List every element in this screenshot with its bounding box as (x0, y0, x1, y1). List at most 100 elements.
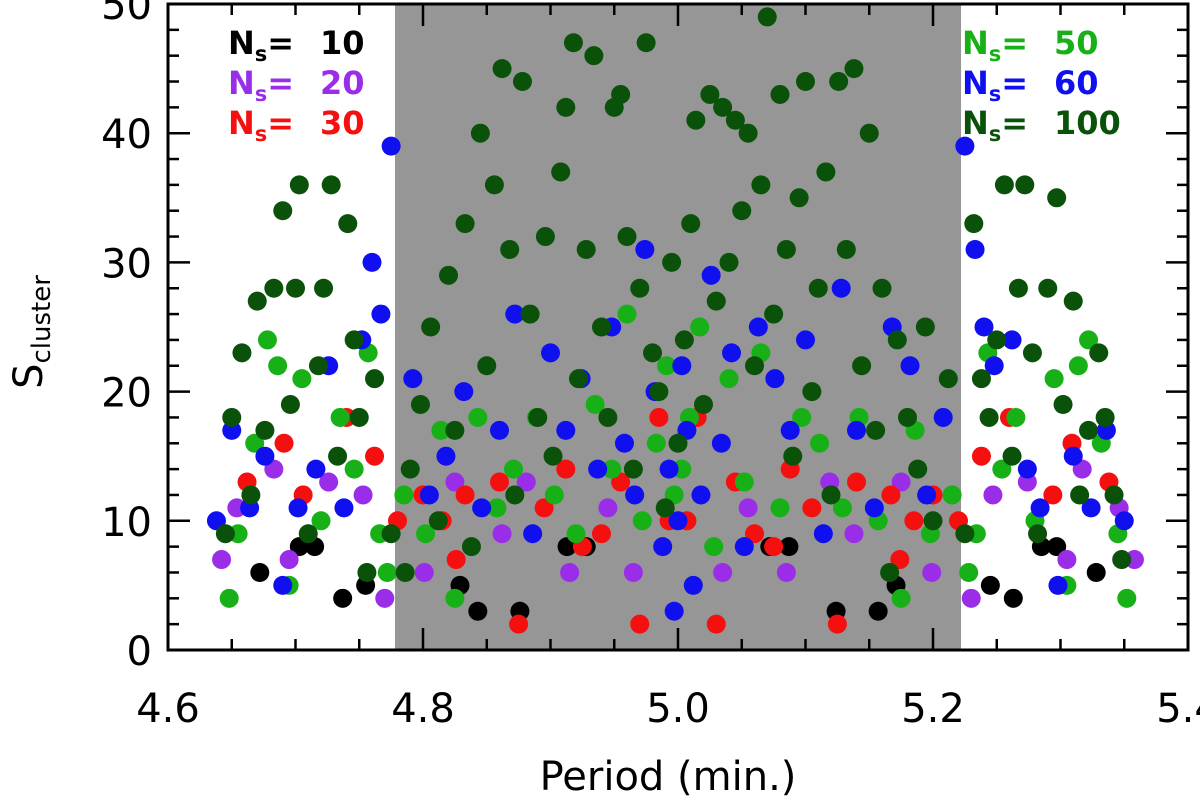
data-point (311, 511, 331, 531)
data-point (653, 537, 673, 557)
data-point (821, 485, 841, 505)
data-point (528, 407, 548, 427)
data-point (477, 356, 497, 376)
x-tick-label: 5.2 (901, 686, 965, 732)
data-point (1057, 550, 1077, 570)
data-point (257, 330, 277, 350)
data-point (827, 614, 847, 634)
data-point (1017, 459, 1037, 479)
data-point (701, 265, 721, 285)
data-point (802, 498, 822, 518)
data-point (563, 33, 583, 53)
data-point (764, 537, 784, 557)
data-point (416, 524, 436, 544)
data-point (1044, 369, 1064, 389)
data-point (232, 343, 252, 363)
data-point (454, 382, 474, 402)
legend-value-ns-20: 20 (320, 64, 365, 102)
data-point (602, 459, 622, 479)
data-point (625, 485, 645, 505)
data-point (780, 420, 800, 440)
data-point (881, 485, 901, 505)
data-point (691, 485, 711, 505)
data-point (274, 433, 294, 453)
data-point (330, 407, 350, 427)
legend-entry-ns-30: Ns= (228, 104, 294, 146)
data-point (706, 614, 726, 634)
data-point (468, 407, 488, 427)
data-point (349, 407, 369, 427)
legend-entry-ns-60: Ns= (962, 64, 1028, 106)
data-point (584, 46, 604, 66)
axis-tick-labels: 4.64.85.05.25.401020304050 (101, 0, 1200, 732)
data-point (859, 123, 879, 143)
y-tick-label: 50 (101, 0, 152, 29)
data-point (504, 459, 524, 479)
data-point (681, 214, 701, 234)
data-point (592, 524, 611, 544)
data-point (551, 162, 571, 182)
data-point (344, 459, 364, 479)
data-point (765, 369, 785, 389)
data-point (436, 446, 456, 466)
data-point (683, 575, 703, 595)
data-point (1079, 420, 1099, 440)
data-point (659, 459, 679, 479)
data-point (523, 524, 543, 544)
legend-value-ns-30: 30 (320, 104, 365, 142)
y-tick-label: 0 (127, 629, 152, 675)
data-point (314, 278, 334, 298)
data-point (984, 356, 1004, 376)
data-point (745, 356, 764, 376)
data-point (770, 498, 790, 518)
data-point (700, 84, 720, 104)
data-point (891, 588, 911, 608)
data-point (816, 162, 836, 182)
data-point (556, 420, 576, 440)
data-point (344, 330, 364, 350)
data-point (971, 446, 991, 466)
data-point (556, 97, 576, 117)
legend-value-ns-100: 100 (1054, 104, 1121, 142)
data-point (247, 291, 267, 311)
y-tick-label: 20 (101, 371, 152, 417)
data-point (813, 524, 833, 544)
data-point (576, 239, 596, 259)
x-tick-label: 5.4 (1156, 686, 1200, 732)
data-point (868, 601, 888, 621)
data-point (472, 498, 492, 518)
data-point (1104, 485, 1124, 505)
data-point (942, 485, 962, 505)
data-point (662, 252, 682, 272)
data-point (321, 175, 341, 195)
data-point (222, 407, 242, 427)
data-point (904, 511, 924, 531)
data-point (831, 278, 851, 298)
data-point (748, 317, 768, 337)
data-point (470, 123, 490, 143)
data-point (298, 524, 318, 544)
data-point (832, 498, 852, 518)
data-point (292, 369, 312, 389)
data-point (394, 485, 414, 505)
data-point (268, 356, 288, 376)
data-point (713, 97, 733, 117)
data-point (250, 562, 270, 582)
data-point (556, 459, 576, 479)
series-ns-100 (215, 7, 1132, 582)
y-axis-title: Scluster (6, 275, 57, 389)
data-point (439, 265, 458, 285)
legend-value-ns-50: 50 (1054, 24, 1099, 62)
data-point (964, 214, 984, 234)
data-point (1089, 343, 1109, 363)
data-point (751, 175, 771, 195)
data-point (965, 239, 985, 259)
data-point (802, 382, 822, 402)
data-point (365, 446, 385, 466)
data-point (617, 304, 637, 324)
data-point (635, 239, 655, 259)
data-point (719, 252, 739, 272)
data-point (588, 459, 608, 479)
data-point (704, 537, 724, 557)
